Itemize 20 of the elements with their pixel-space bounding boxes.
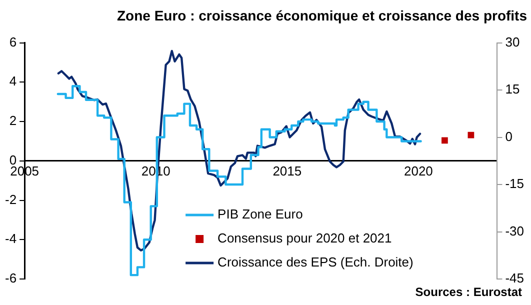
y-tick-label: -2 bbox=[4, 192, 17, 207]
chart-title: Zone Euro : croissance économique et croissance des profits bbox=[116, 7, 528, 24]
x-tick-label: 2020 bbox=[404, 163, 433, 178]
y2-tick-label: 30 bbox=[505, 34, 520, 50]
y-tick-label: 0 bbox=[9, 152, 17, 168]
legend-label: Consensus pour 2020 et 2021 bbox=[218, 230, 392, 246]
y-tick-label: 4 bbox=[9, 74, 17, 89]
x-tick-label: 2015 bbox=[272, 163, 302, 178]
y-tick-label: 6 bbox=[9, 34, 17, 50]
y2-tick-label: -15 bbox=[505, 176, 524, 192]
y-tick-label: 2 bbox=[9, 113, 17, 128]
y-tick-label: -4 bbox=[4, 231, 17, 246]
y2-tick-label: 15 bbox=[505, 82, 520, 97]
y2-tick-label: -30 bbox=[505, 223, 524, 238]
legend-label: Croissance des EPS (Ech. Droite) bbox=[218, 254, 414, 270]
source-note: Sources : Eurostat bbox=[415, 285, 522, 299]
y2-tick-label: -45 bbox=[505, 270, 524, 286]
y2-tick-label: 0 bbox=[505, 128, 512, 144]
y-tick-label: -6 bbox=[4, 270, 17, 286]
legend-label: PIB Zone Euro bbox=[218, 206, 303, 222]
